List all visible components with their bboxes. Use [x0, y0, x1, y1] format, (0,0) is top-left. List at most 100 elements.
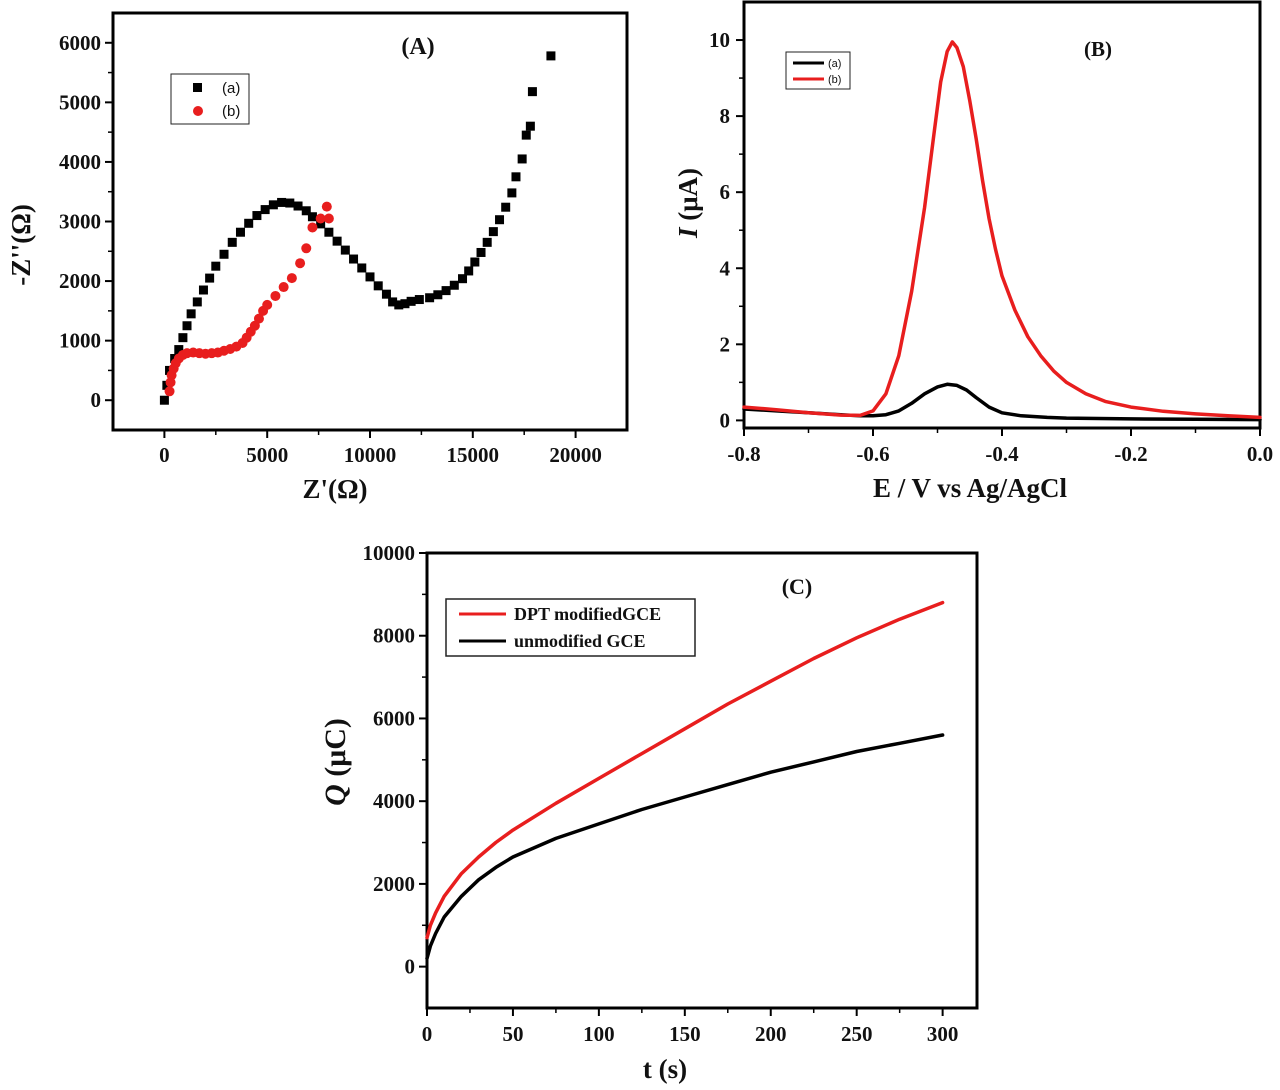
panel-b-data-marks	[742, 40, 1262, 422]
panel-a-point-b	[301, 243, 312, 254]
panel-a-point-a	[482, 237, 492, 247]
panel-a-point-a	[501, 202, 511, 212]
panel-a-y-tick-label: 5000	[59, 90, 101, 114]
panel-c-legend-label-dpt: DPT modifiedGCE	[514, 604, 661, 624]
panel-a-point-a	[495, 215, 505, 225]
panel-c-y-axis-label: Q (μC)	[319, 718, 352, 806]
panel-b-y-tick-label: 8	[720, 104, 731, 128]
panel-a-point-a	[340, 245, 350, 255]
panel-a-x-tick-label: 15000	[447, 443, 500, 467]
panel-a-point-a	[517, 154, 527, 164]
panel-a-point-a	[488, 227, 498, 237]
panel-a-point-a	[470, 257, 480, 267]
panel-c-x-ticks: 0 50 100 150 200 250 300	[422, 1008, 958, 1046]
panel-a-point-a	[476, 247, 486, 257]
panel-a-y-tick-label: 1000	[59, 329, 101, 353]
panel-a-point-a	[373, 281, 383, 291]
panel-a-x-tick-label: 0	[159, 443, 170, 467]
panel-b-y-tick-label: 4	[720, 256, 731, 280]
panel-a-point-a	[182, 321, 192, 331]
panel-a-point-a	[260, 205, 270, 215]
panel-a-point-a	[381, 289, 391, 299]
panel-a-y-axis-label: -Z''(Ω)	[6, 204, 36, 286]
panel-a-point-a	[316, 219, 326, 229]
panel-a-point-a	[349, 254, 359, 264]
panel-a-legend-label-a: (a)	[222, 80, 240, 97]
panel-a-point-a	[400, 299, 410, 309]
panel-a-point-b	[321, 201, 332, 212]
panel-a-point-a	[252, 211, 262, 221]
panel-c-y-tick-label: 6000	[373, 706, 415, 730]
panel-c-x-tick-label: 50	[502, 1022, 523, 1046]
panel-a-y-tick-label: 2000	[59, 269, 101, 293]
panel-c-y-tick-label: 0	[405, 955, 416, 979]
panel-a-point-a	[198, 285, 208, 295]
panel-c-y-ticks: 0 2000 4000 6000 8000 10000	[363, 541, 427, 979]
panel-b-x-tick-label: 0.0	[1247, 442, 1273, 466]
panel-c-x-tick-label: 150	[669, 1022, 701, 1046]
panel-a-point-a	[277, 197, 287, 207]
panel-a-point-a	[458, 274, 468, 284]
panel-a-point-a	[425, 293, 435, 303]
panel-c-chronocoulometry-chart: 0 50 100 150 200 250 300 0 2000 4000 6000 8000 1000…	[319, 541, 979, 1084]
panel-b-series-line-b	[742, 40, 1262, 420]
panel-c-x-tick-label: 200	[755, 1022, 787, 1046]
panel-a-point-a	[244, 218, 254, 228]
panel-a-point-a	[546, 51, 556, 61]
panel-a-x-tick-label: 20000	[549, 443, 602, 467]
panel-a-y-ticks: 0 1000 2000 3000 4000 5000 6000	[59, 31, 113, 412]
panel-a-point-a	[235, 227, 245, 237]
panel-b-legend-label-a: (a)	[828, 58, 841, 70]
panel-b-y-tick-label: 2	[720, 332, 731, 356]
panel-a-point-b	[270, 290, 281, 301]
panel-a-point-a	[441, 286, 451, 296]
panel-a-x-tick-label: 5000	[246, 443, 288, 467]
panel-a-point-b	[286, 273, 297, 284]
panel-a-point-a	[178, 333, 188, 343]
panel-a-point-a	[293, 201, 303, 211]
panel-c-x-tick-label: 0	[422, 1022, 433, 1046]
panel-a-y-tick-label: 0	[91, 388, 102, 412]
panel-b-y-tick-label: 0	[720, 408, 731, 432]
panel-a-point-b	[253, 313, 264, 324]
panel-b-y-axis-label: I (μA)	[673, 168, 703, 239]
panel-a-point-a	[433, 290, 443, 300]
panel-a-impedance-chart: 0 5000 10000 15000 20000 0 1000 2000 3000 4000 50…	[6, 11, 629, 504]
panel-a-point-a	[449, 280, 459, 290]
panel-a-y-tick-label: 3000	[59, 210, 101, 234]
panel-c-title: (C)	[782, 574, 813, 599]
panel-a-point-a	[324, 227, 334, 237]
panel-b-x-ticks: -0.8 -0.6 -0.4 -0.2 0.0	[727, 428, 1273, 466]
panel-a-point-a	[268, 200, 278, 210]
panel-a-y-tick-label: 4000	[59, 150, 101, 174]
panel-c-y-tick-label: 8000	[373, 624, 415, 648]
panel-a-point-b	[262, 299, 273, 310]
panel-a-point-b	[307, 222, 318, 233]
panel-c-y-tick-label: 10000	[363, 541, 416, 565]
panel-b-x-axis-label: E / V vs Ag/AgCl	[873, 473, 1068, 503]
panel-a-point-a	[511, 172, 521, 182]
panel-a-point-a	[365, 272, 375, 282]
panel-a-legend: (a) (b)	[170, 73, 250, 125]
panel-a-legend-marker-a	[193, 83, 202, 92]
panel-a-point-a	[414, 295, 424, 305]
panel-a-legend-marker-b	[193, 106, 203, 116]
panel-c-legend-label-unmodified: unmodified GCE	[514, 631, 646, 651]
panel-a-point-a	[159, 395, 169, 405]
panel-c-y-tick-label: 2000	[373, 872, 415, 896]
panel-a-point-a	[507, 188, 517, 198]
panel-c-y-axis-label-italic: Q	[319, 784, 352, 806]
panel-b-x-tick-label: -0.4	[985, 442, 1019, 466]
panel-b-x-tick-label: -0.6	[856, 442, 889, 466]
panel-b-voltammetry-chart: -0.8 -0.6 -0.4 -0.2 0.0 0 2 4 6 8 10 (B) E / V vs…	[673, 0, 1273, 503]
panel-a-point-a	[525, 121, 535, 131]
panel-b-legend-label-b: (b)	[828, 74, 841, 86]
panel-a-point-a	[527, 87, 537, 97]
panel-a-point-a	[301, 206, 311, 216]
panel-b-y-axis-label-italic: I	[673, 226, 703, 239]
panel-a-point-a	[186, 309, 196, 319]
panel-c-x-axis-label: t (s)	[643, 1054, 687, 1084]
panel-b-title: (B)	[1084, 37, 1112, 61]
panel-a-legend-box	[170, 73, 250, 125]
panel-a-point-b	[323, 213, 334, 224]
